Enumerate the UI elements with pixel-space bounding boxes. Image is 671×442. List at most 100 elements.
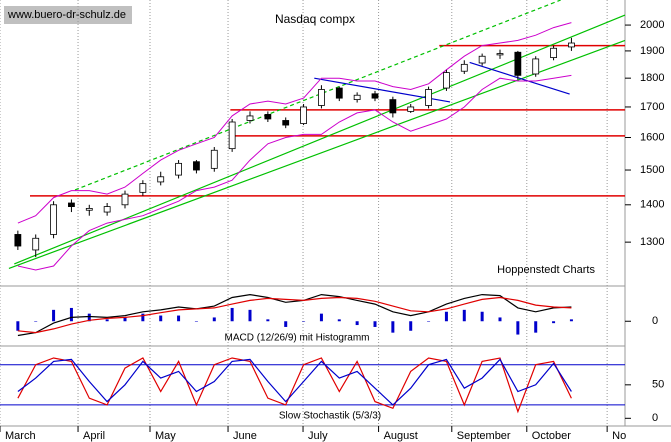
panel-label: Slow Stochastik (5/3/3) xyxy=(279,411,381,422)
x-tick-label: August xyxy=(384,430,418,442)
x-tick-label: July xyxy=(308,430,328,442)
y-tick-label: 1900 xyxy=(640,45,664,57)
trend-line xyxy=(14,14,626,265)
candle-body xyxy=(32,237,40,251)
histogram-bar xyxy=(177,315,181,322)
candle-body xyxy=(496,53,504,56)
candle-body xyxy=(103,206,111,213)
candle-body xyxy=(121,193,129,206)
histogram-bar xyxy=(230,307,234,322)
stochastic-line xyxy=(17,358,572,406)
histogram-bar xyxy=(498,317,502,322)
site-label: www.buero-dr-schulz.de xyxy=(7,9,126,21)
y-tick-label: 1500 xyxy=(640,164,664,176)
histogram-bar xyxy=(337,319,341,322)
candle-body xyxy=(371,93,379,99)
histogram-bar xyxy=(569,319,573,322)
histogram-bar xyxy=(123,317,127,322)
histogram-bar xyxy=(534,321,538,333)
histogram-bar xyxy=(516,321,520,335)
candle-body xyxy=(353,94,361,101)
x-tick-label: No xyxy=(612,430,626,442)
candle-body xyxy=(335,87,343,99)
trend-line xyxy=(8,39,626,269)
panel-label: MACD (12/26/9) mit Histogramm xyxy=(224,333,369,344)
y-tick-label: 0 xyxy=(652,412,658,424)
trend-line xyxy=(74,0,561,191)
x-tick-label: October xyxy=(532,430,571,442)
candle-body xyxy=(210,149,218,169)
x-tick-label: April xyxy=(83,430,105,442)
histogram-bar xyxy=(319,313,323,322)
histogram-bar xyxy=(391,321,395,333)
histogram-bar xyxy=(141,313,145,322)
x-tick-label: September xyxy=(457,430,511,442)
candle-body xyxy=(68,202,75,207)
macd-line xyxy=(17,296,572,334)
candle-body xyxy=(550,47,557,58)
y-tick-label: 1600 xyxy=(640,131,664,143)
x-tick-label: May xyxy=(155,430,176,442)
chart-title: Nasdaq compx xyxy=(275,12,355,26)
candle-body xyxy=(407,106,415,112)
y-tick-label: 1700 xyxy=(640,101,664,113)
candle-body xyxy=(14,234,22,247)
histogram-bar xyxy=(427,321,431,322)
candle-body xyxy=(193,161,200,171)
candle-body xyxy=(389,99,397,114)
histogram-bar xyxy=(16,321,20,331)
source-label: Hoppenstedt Charts xyxy=(497,264,595,276)
candle-body xyxy=(139,183,147,193)
histogram-bar xyxy=(444,311,448,322)
candle-body xyxy=(300,106,307,124)
candle-body xyxy=(246,115,254,121)
histogram-bar xyxy=(52,309,56,322)
candle-body xyxy=(568,42,575,48)
candle-body xyxy=(228,121,236,150)
trend-line xyxy=(469,61,570,95)
candle-body xyxy=(514,51,522,76)
y-tick-label: 1300 xyxy=(640,236,664,248)
y-tick-label: 2000 xyxy=(640,19,664,31)
candle-body xyxy=(282,120,290,126)
histogram-bar xyxy=(212,317,216,322)
candle-body xyxy=(460,63,468,72)
histogram-bar xyxy=(69,307,73,322)
histogram-bar xyxy=(373,321,377,327)
candle-body xyxy=(478,55,486,64)
histogram-bar xyxy=(87,313,91,322)
histogram-bar xyxy=(34,321,38,322)
candle-body xyxy=(443,72,450,89)
candle-body xyxy=(175,162,182,176)
histogram-bar xyxy=(284,321,288,327)
candle-body xyxy=(85,208,93,211)
histogram-bar xyxy=(355,321,359,326)
histogram-bar xyxy=(302,321,306,322)
candle-body xyxy=(318,89,325,106)
bollinger-band xyxy=(17,74,572,271)
candle-body xyxy=(532,58,540,75)
histogram-bar xyxy=(480,311,484,322)
macd-line xyxy=(17,293,572,337)
histogram-bar xyxy=(105,319,109,322)
histogram-bar xyxy=(194,321,198,322)
histogram-bar xyxy=(266,319,270,322)
candle-body xyxy=(425,89,432,106)
x-tick-label: March xyxy=(5,430,36,442)
histogram-bar xyxy=(248,309,252,322)
y-tick-label: 50 xyxy=(652,379,664,391)
bollinger-band xyxy=(17,22,572,224)
histogram-bar xyxy=(409,321,413,331)
x-tick-label: June xyxy=(233,430,257,442)
histogram-bar xyxy=(462,309,466,322)
histogram-bar xyxy=(159,315,163,322)
site-box xyxy=(4,6,132,24)
candle-body xyxy=(264,114,272,120)
y-tick-label: 0 xyxy=(652,315,658,327)
y-tick-label: 1800 xyxy=(640,72,664,84)
histogram-bar xyxy=(552,321,556,324)
candle-body xyxy=(50,204,57,235)
y-tick-label: 1400 xyxy=(640,199,664,211)
